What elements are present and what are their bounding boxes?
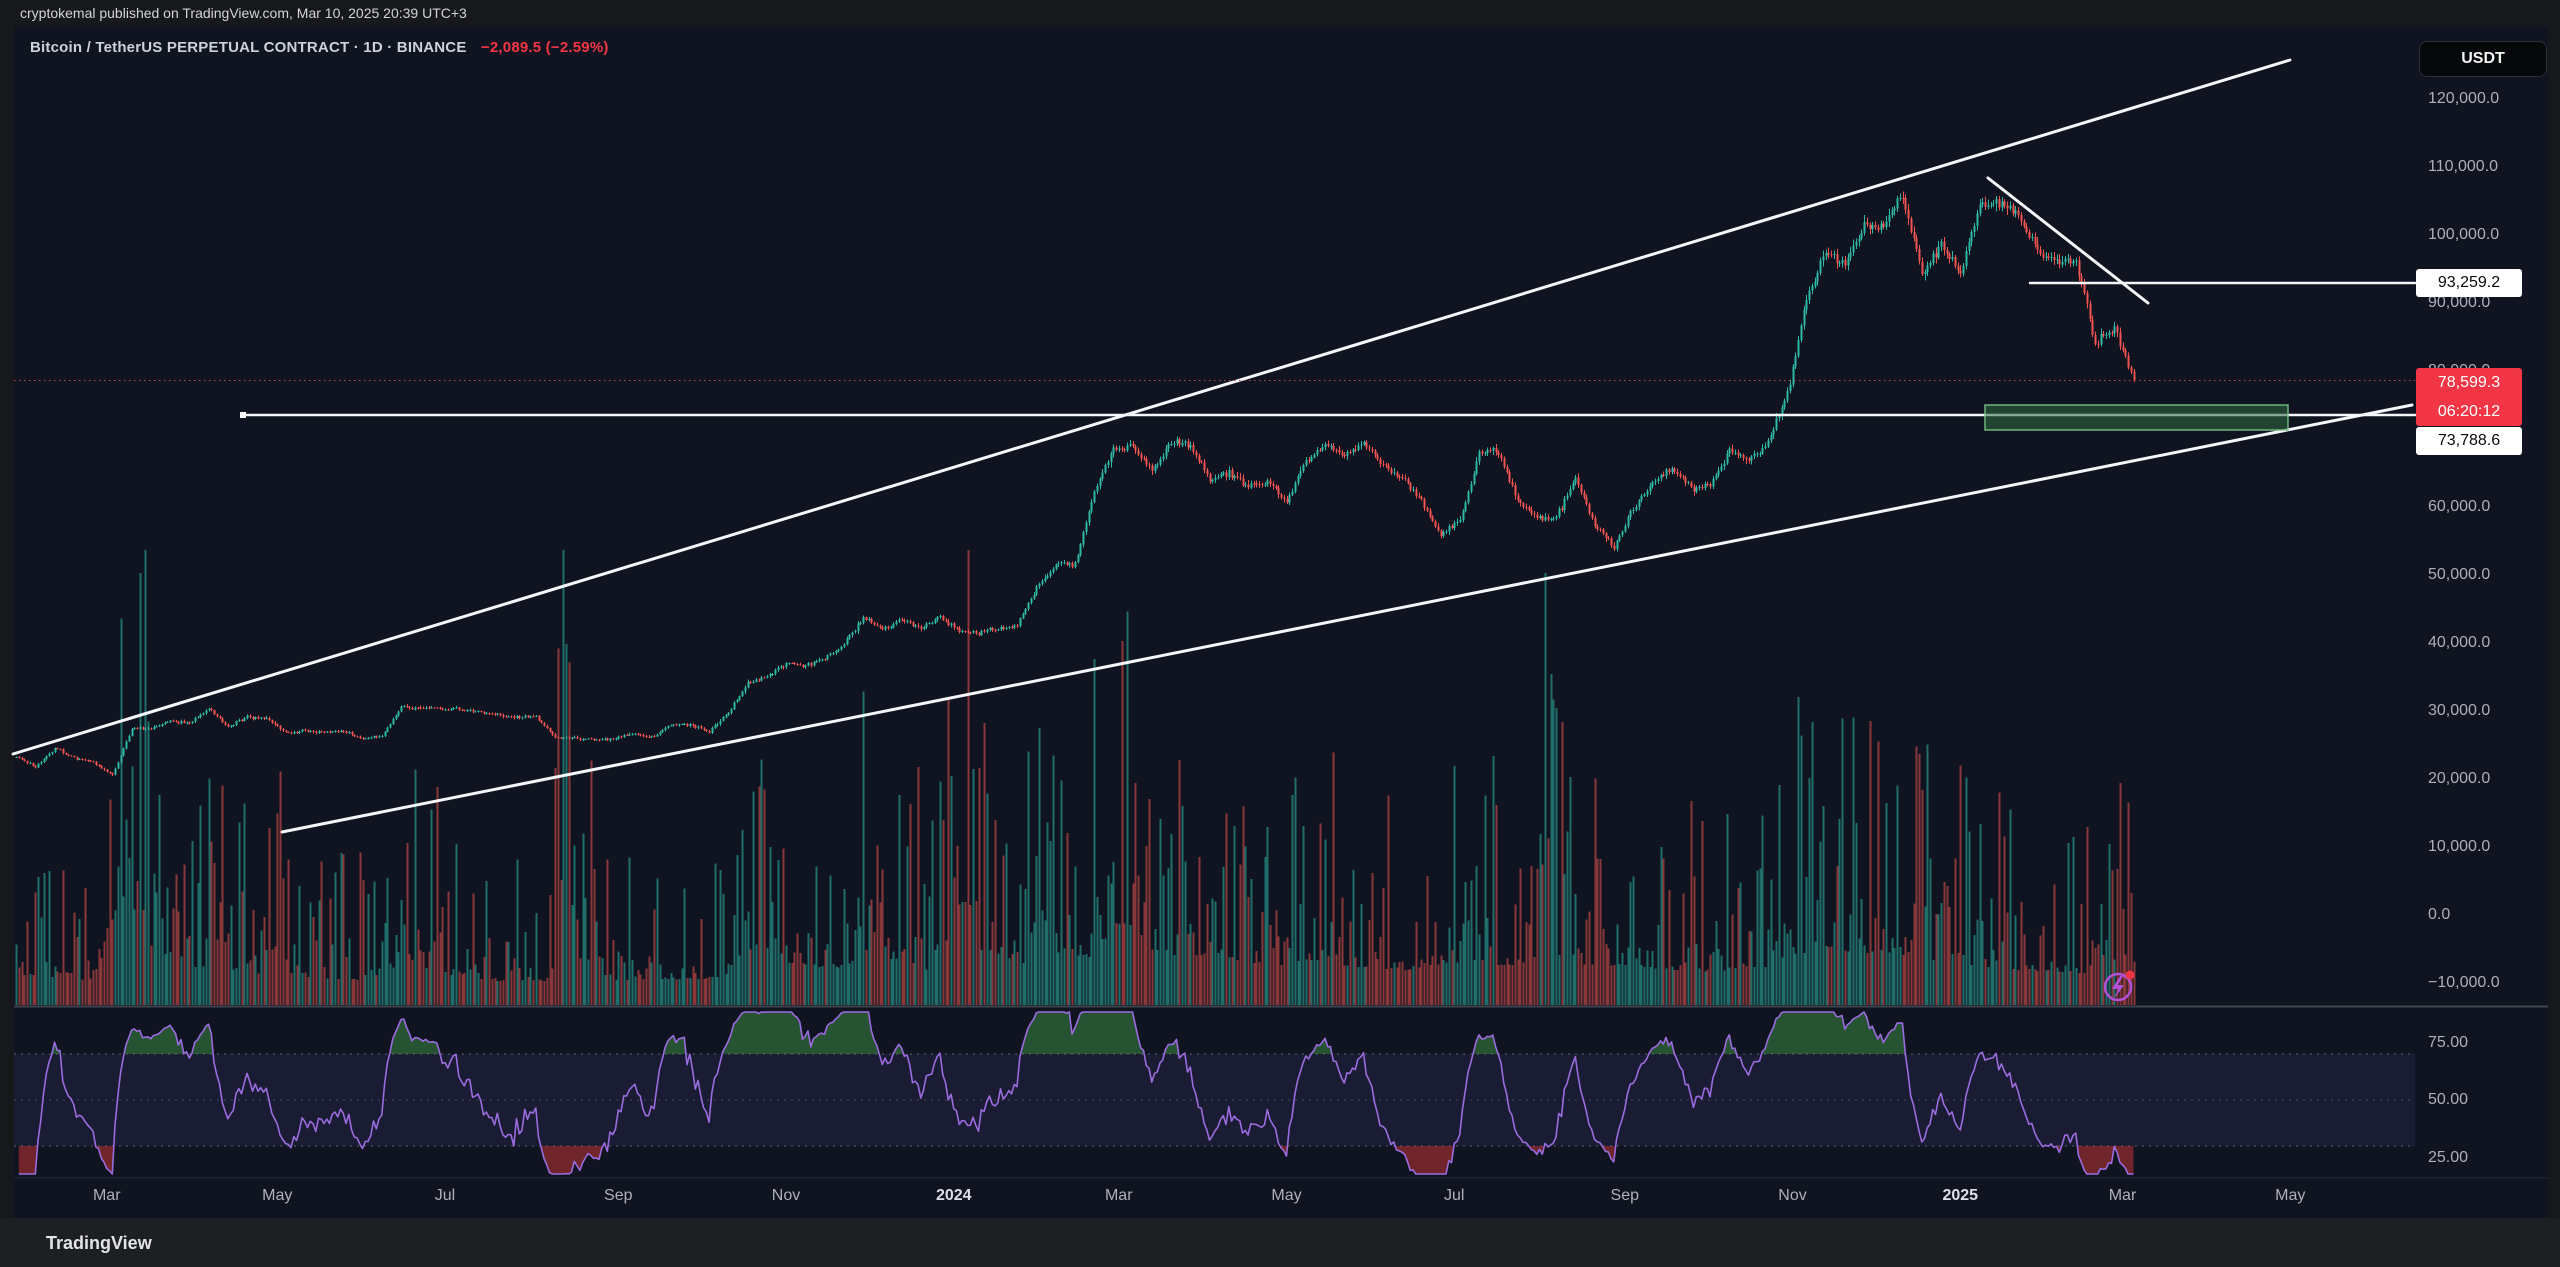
- currency-toggle-button[interactable]: USDT: [2419, 41, 2547, 77]
- symbol-legend[interactable]: Bitcoin / TetherUS PERPETUAL CONTRACT · …: [30, 39, 609, 56]
- time-axis-label: Sep: [604, 1187, 633, 1204]
- time-axis-label: 2024: [935, 1187, 972, 1204]
- price-axis-tick: 30,000.0: [2428, 702, 2491, 719]
- time-axis-label: May: [1271, 1187, 1302, 1204]
- resistance-price-label: 93,259.2: [2416, 269, 2522, 297]
- time-axis-label: May: [262, 1187, 293, 1204]
- bottom-bar: [0, 1218, 2560, 1267]
- flash-icon[interactable]: [2103, 970, 2135, 1002]
- time-axis-label: Mar: [1104, 1187, 1133, 1204]
- upper-trendline-drawing[interactable]: [11, 58, 2292, 756]
- time-axis-label: Nov: [771, 1187, 801, 1204]
- bar-countdown-timer: 06:20:12: [2437, 403, 2501, 420]
- rsi-overbought-fill: [18, 1012, 2134, 1054]
- price-axis-tick: 0.0: [2428, 906, 2451, 923]
- symbol-change: −2,089.5 (−2.59%): [480, 39, 609, 56]
- bodies-up: [15, 198, 2116, 775]
- price-axis-tick: 100,000.0: [2428, 226, 2500, 243]
- chart-canvas-background: [14, 27, 2548, 1218]
- last-price-value: 78,599.3: [2437, 374, 2501, 391]
- published-attribution-bar: cryptokemal published on TradingView.com…: [0, 0, 2560, 27]
- price-axis-tick: 10,000.0: [2428, 838, 2491, 855]
- time-axis-label: 2025: [1942, 1187, 1979, 1204]
- price-axis-tick: 110,000.0: [2428, 158, 2498, 175]
- price-axis-tick: 50,000.0: [2428, 566, 2491, 583]
- support-price-label: 73,788.6: [2416, 427, 2522, 455]
- rsi-axis-tick: 75.00: [2428, 1033, 2469, 1051]
- rsi-axis-tick: 25.00: [2428, 1148, 2469, 1166]
- price-axis-tick: 120,000.0: [2428, 90, 2500, 107]
- demand-zone-rectangle[interactable]: [1984, 404, 2289, 431]
- time-axis-label: Mar: [2108, 1187, 2137, 1204]
- price-axis-tick: 60,000.0: [2428, 498, 2491, 515]
- volume-histogram: [15, 550, 2136, 1006]
- price-axis-tick: 40,000.0: [2428, 634, 2491, 651]
- published-attribution-text: cryptokemal published on TradingView.com…: [20, 5, 467, 21]
- time-axis-label: Sep: [1610, 1187, 1639, 1204]
- tradingview-logo-text[interactable]: TradingView: [46, 1233, 152, 1253]
- notification-dot: [2125, 970, 2135, 980]
- last-price-countdown-label: 78,599.3 06:20:12: [2416, 368, 2522, 426]
- rsi-line: [18, 1011, 2134, 1175]
- support-line-handle[interactable]: [240, 412, 246, 418]
- symbol-title[interactable]: Bitcoin / TetherUS PERPETUAL CONTRACT · …: [30, 39, 467, 56]
- time-axis-label: Mar: [92, 1187, 121, 1204]
- wicks-up: [16, 193, 2115, 776]
- price-axis-tick: 20,000.0: [2428, 770, 2491, 787]
- time-axis-label: Jul: [1444, 1187, 1465, 1204]
- rsi-axis-tick: 50.00: [2428, 1091, 2469, 1108]
- price-axis-tick: −10,000.0: [2428, 974, 2500, 991]
- lower-trendline-drawing[interactable]: [280, 403, 2414, 834]
- rsi-oversold-fill: [18, 1146, 2134, 1174]
- time-axis-label: Nov: [1778, 1187, 1807, 1204]
- price-axis-tick: 90,000.0: [2428, 294, 2491, 311]
- time-axis-label: Jul: [434, 1187, 456, 1204]
- time-axis-label: May: [2275, 1187, 2306, 1204]
